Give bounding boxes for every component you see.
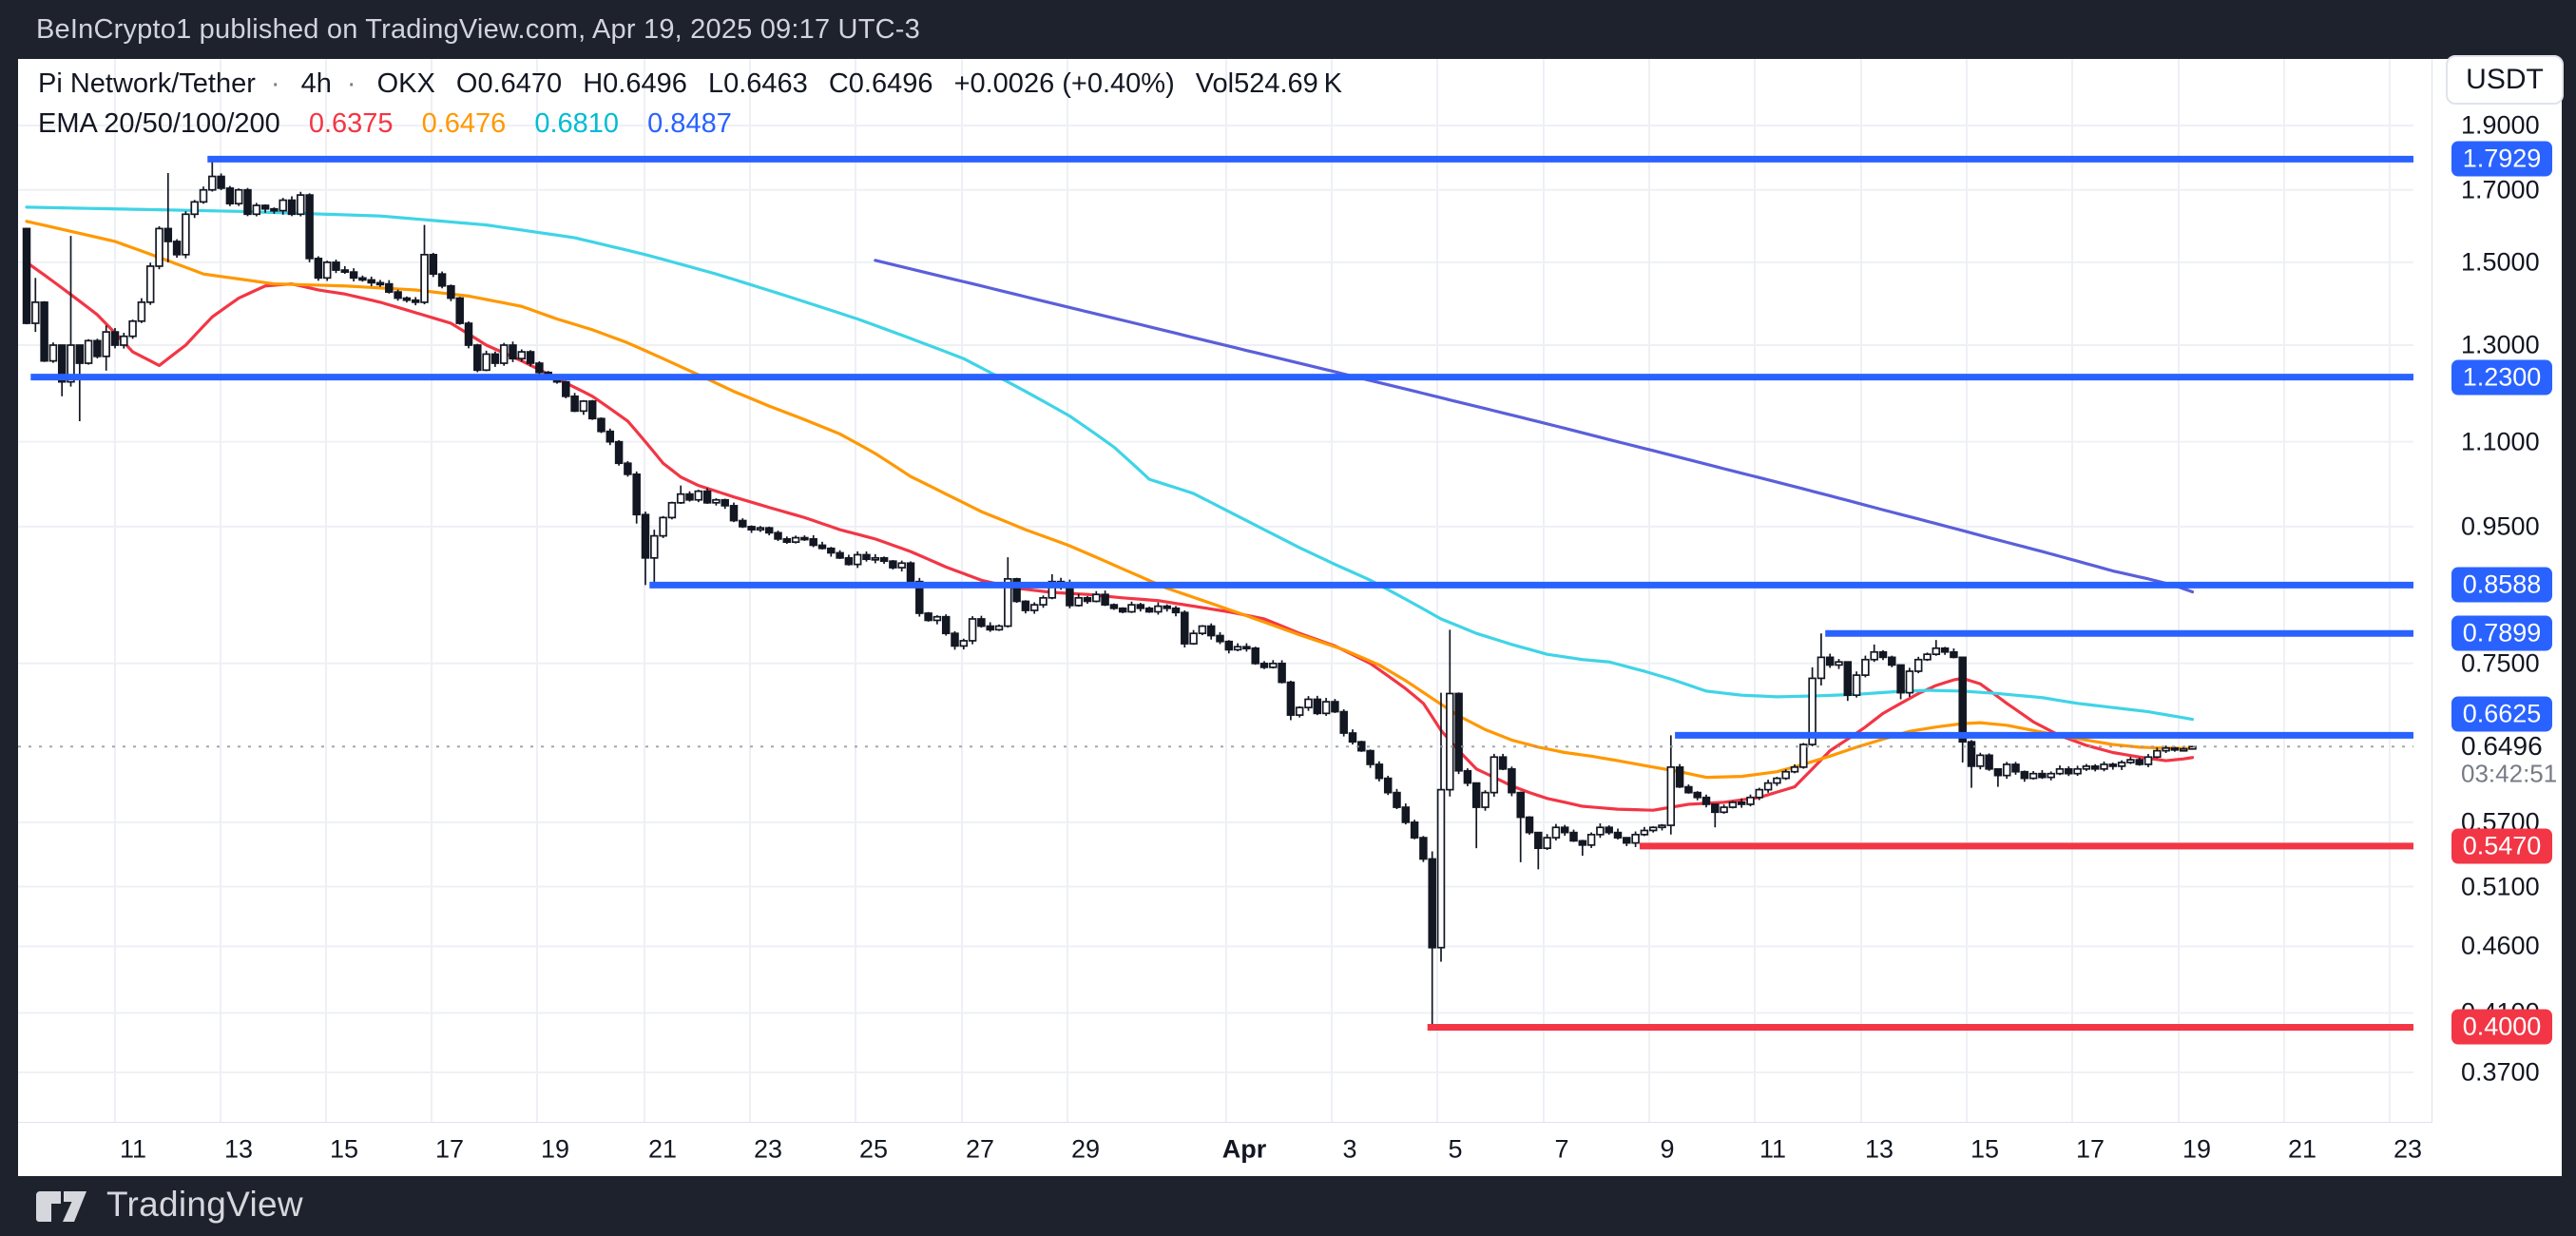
exchange-label: OKX [376,68,435,99]
time-tick-label: 13 [1864,1134,1894,1164]
ema200-value: 0.8487 [647,108,732,139]
time-tick-label: 21 [647,1134,678,1164]
ema100-value: 0.6810 [534,108,620,139]
time-axis-separator [18,1122,2562,1123]
time-axis[interactable]: 11 13 15 17 19 21 23 25 27 29 Apr 3 5 7 9 11 13 15 17 19 21 2… [18,1123,2562,1176]
ohlc-low: L0.6463 [707,68,808,99]
tradingview-logo-icon[interactable] [34,1189,101,1224]
time-tick-label: 7 [1554,1134,1569,1164]
time-tick-label: 3 [1342,1134,1357,1164]
chart-legend: Pi Network/Tether · 4h · OKX O0.6470 H0.64… [38,68,1355,140]
price-tick-label: 0.9500 [2461,512,2540,541]
time-tick-label: 29 [1070,1134,1101,1164]
volume-label: Vol524.69 K [1195,68,1342,99]
price-level-badge: 0.8588 [2451,567,2552,603]
price-tick-label: 1.3000 [2461,330,2540,359]
time-tick-label: 19 [2182,1134,2212,1164]
time-tick-label: Apr [1221,1134,1267,1164]
time-tick-label: 23 [753,1134,783,1164]
change-label: +0.0026 (+0.40%) [953,68,1175,99]
time-tick-label: 25 [858,1134,889,1164]
footer-bar: TradingView [0,1176,2576,1236]
price-level-badge: 0.6625 [2451,696,2552,732]
attribution-bar: BeInCrypto1 published on TradingView.com… [0,0,2576,59]
time-tick-label: 21 [2287,1134,2317,1164]
interval-label[interactable]: 4h [300,68,332,99]
ema-row: EMA 20/50/100/200 0.6375 0.6476 0.6810 0… [38,108,1355,140]
price-level-badge: 1.7929 [2451,141,2552,177]
price-tick-label: 0.4600 [2461,931,2540,960]
time-tick-label: 15 [1970,1134,2000,1164]
currency-toggle-button[interactable]: USDT [2446,55,2564,105]
time-tick-label: 17 [434,1134,465,1164]
tradingview-brand-text[interactable]: TradingView [106,1185,303,1224]
ohlc-high: H0.6496 [583,68,687,99]
time-tick-label: 27 [965,1134,995,1164]
ema-indicator-label[interactable]: EMA 20/50/100/200 [38,108,280,139]
bar-countdown-timer: 03:42:51 [2461,759,2558,788]
price-tick-label: 1.1000 [2461,427,2540,456]
time-tick-label: 17 [2075,1134,2105,1164]
symbol-row: Pi Network/Tether · 4h · OKX O0.6470 H0.64… [38,68,1342,99]
ohlc-close: C0.6496 [828,68,933,99]
price-tick-label: 1.9000 [2461,110,2540,140]
time-tick-label: 19 [540,1134,570,1164]
price-tick-label: 0.7500 [2461,648,2540,678]
attribution-text: BeInCrypto1 published on TradingView.com… [36,14,920,45]
price-tick-label: 1.5000 [2461,247,2540,277]
time-tick-label: 11 [1759,1134,1787,1164]
time-tick-label: 23 [2393,1134,2423,1164]
ohlc-open: O0.6470 [455,68,563,99]
price-tick-label: 1.7000 [2461,175,2540,204]
chart-canvas[interactable] [18,59,2562,1176]
time-tick-label: 13 [223,1134,254,1164]
time-tick-label: 9 [1660,1134,1675,1164]
symbol-name[interactable]: Pi Network/Tether [38,68,256,99]
price-level-badge: 0.4000 [2451,1009,2552,1045]
price-level-badge: 0.5470 [2451,828,2552,864]
time-tick-label: 11 [119,1134,147,1164]
ema20-value: 0.6375 [308,108,394,139]
current-price-label: 0.6496 [2461,731,2543,762]
time-tick-label: 5 [1448,1134,1463,1164]
price-level-badge: 1.2300 [2451,359,2552,396]
chart-panel: Pi Network/Tether · 4h · OKX O0.6470 H0.64… [18,55,2564,1176]
price-tick-label: 0.5100 [2461,872,2540,901]
time-tick-label: 15 [329,1134,359,1164]
price-level-badge: 0.7899 [2451,615,2552,651]
price-tick-label: 0.3700 [2461,1057,2540,1087]
ema50-value: 0.6476 [421,108,507,139]
price-axis[interactable]: USDT 1.9000 1.7000 1.5000 1.3000 1.1000 0.950… [2432,55,2564,1176]
